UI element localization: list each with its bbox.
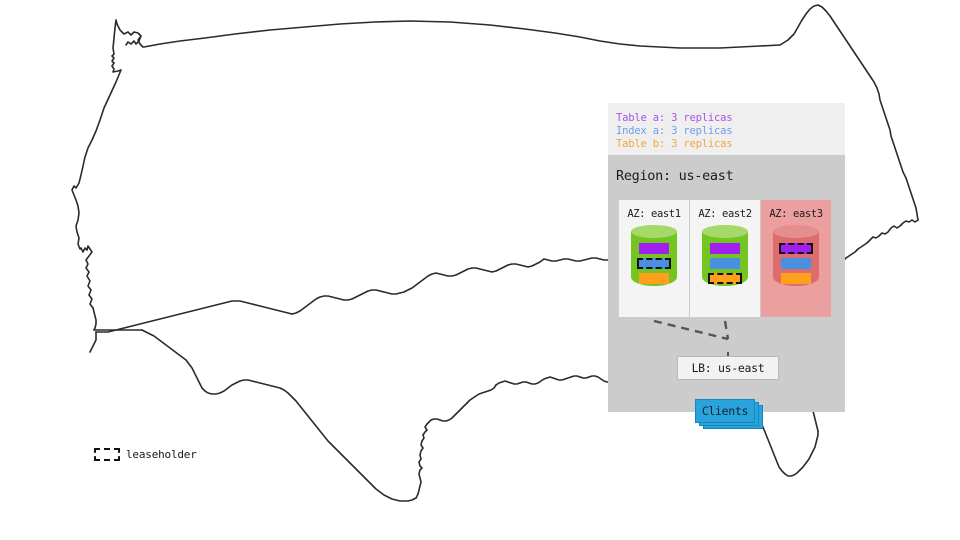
- region-title: Region: us-east: [616, 168, 734, 184]
- replica-table-b[interactable]: [708, 273, 742, 284]
- legend: leaseholder: [94, 448, 197, 461]
- az-label-east3: AZ: east3: [769, 208, 823, 220]
- cylinder-top: [773, 225, 819, 238]
- replica-stack-east3: [773, 243, 819, 284]
- db-node-east1[interactable]: [631, 225, 677, 291]
- db-node-east2[interactable]: [702, 225, 748, 291]
- replica-summary: Table a: 3 replicas Index a: 3 replicas …: [608, 103, 845, 155]
- replica-stack-east1: [631, 243, 677, 284]
- db-node-east3[interactable]: [773, 225, 819, 291]
- clients-label[interactable]: Clients: [695, 399, 755, 423]
- az-label-east1: AZ: east1: [627, 208, 681, 220]
- az-box-east1[interactable]: AZ: east1: [619, 200, 689, 317]
- clients-stack[interactable]: Clients: [695, 399, 763, 429]
- region-diagram-panel: Table a: 3 replicas Index a: 3 replicas …: [608, 103, 845, 429]
- az-box-east3[interactable]: AZ: east3: [761, 200, 831, 317]
- replica-index-a[interactable]: [781, 258, 811, 269]
- replica-table-a[interactable]: [710, 243, 740, 254]
- replica-table-b[interactable]: [639, 273, 669, 284]
- summary-line-index-a: Index a: 3 replicas: [616, 125, 733, 137]
- legend-label: leaseholder: [126, 448, 197, 461]
- dashed-rect-icon: [94, 448, 120, 461]
- az-row: AZ: east1 AZ: east2: [619, 200, 831, 317]
- az-box-east2[interactable]: AZ: east2: [690, 200, 760, 317]
- cylinder-top: [702, 225, 748, 238]
- replica-stack-east2: [702, 243, 748, 284]
- cylinder-top: [631, 225, 677, 238]
- replica-table-a[interactable]: [779, 243, 813, 254]
- replica-index-a[interactable]: [710, 258, 740, 269]
- summary-line-table-b: Table b: 3 replicas: [616, 138, 733, 150]
- replica-table-b[interactable]: [781, 273, 811, 284]
- summary-line-table-a: Table a: 3 replicas: [616, 112, 733, 124]
- replica-table-a[interactable]: [639, 243, 669, 254]
- load-balancer-box[interactable]: LB: us-east: [677, 356, 779, 380]
- replica-index-a[interactable]: [637, 258, 671, 269]
- region-block: Region: us-east AZ: east1 AZ: east2: [608, 155, 845, 429]
- az-label-east2: AZ: east2: [698, 208, 752, 220]
